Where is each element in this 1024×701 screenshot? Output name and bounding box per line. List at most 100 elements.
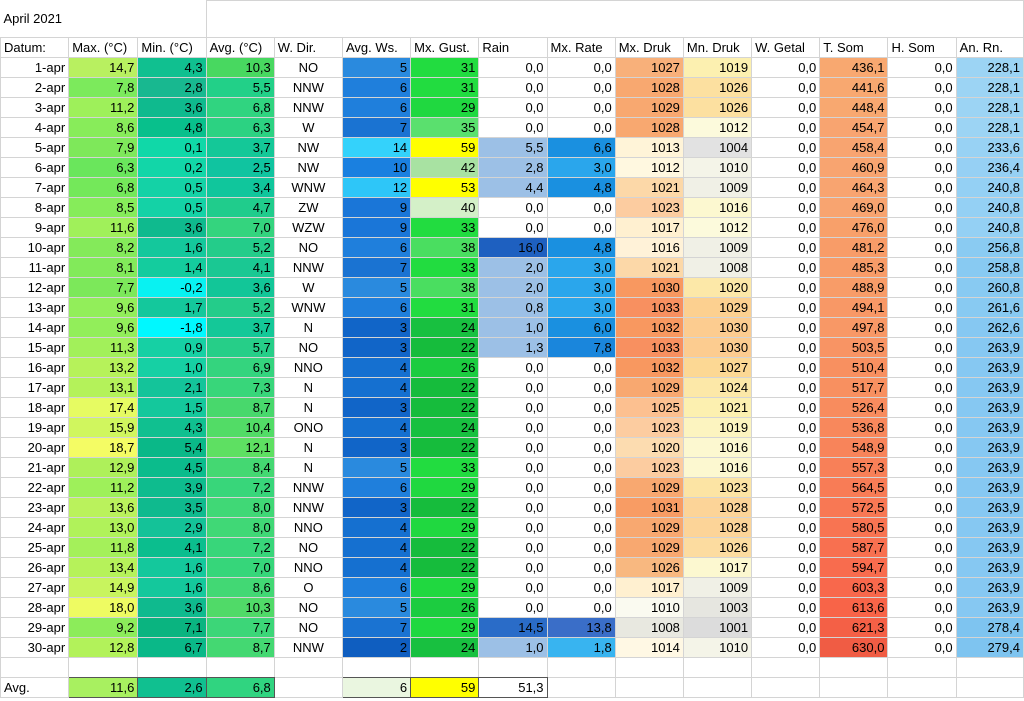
table-cell[interactable]: 18,0 <box>68 597 139 618</box>
table-cell[interactable]: 14,9 <box>68 577 139 598</box>
table-cell[interactable]: 2-apr <box>0 77 70 98</box>
table-cell[interactable]: 0,0 <box>887 117 957 138</box>
table-cell[interactable]: 580,5 <box>819 517 889 538</box>
table-cell[interactable]: 10 <box>341 157 412 178</box>
table-cell[interactable]: 38 <box>410 237 480 258</box>
table-cell[interactable]: 2,8 <box>137 77 207 98</box>
table-cell[interactable]: 0,0 <box>887 597 957 618</box>
table-cell[interactable]: 4 <box>341 377 412 398</box>
table-cell[interactable]: 0,0 <box>546 477 616 498</box>
table-cell[interactable]: 0,5 <box>137 177 207 198</box>
table-cell[interactable]: N <box>273 377 343 398</box>
table-cell[interactable]: NO <box>273 237 343 258</box>
table-cell[interactable]: 1032 <box>614 357 684 378</box>
table-cell[interactable]: 12,9 <box>68 457 139 478</box>
table-cell[interactable]: 1014 <box>614 637 684 658</box>
table-cell[interactable]: 6,8 <box>205 97 275 118</box>
table-cell[interactable]: 9 <box>341 197 412 218</box>
table-cell[interactable]: 7,1 <box>137 617 207 638</box>
table-cell[interactable]: 0,0 <box>751 117 821 138</box>
table-cell[interactable]: 2,0 <box>478 277 548 298</box>
table-cell[interactable]: 9,2 <box>68 617 139 638</box>
table-cell[interactable]: 587,7 <box>819 537 889 558</box>
table-cell[interactable]: 260,8 <box>955 277 1024 298</box>
table-cell[interactable]: 263,9 <box>955 417 1024 438</box>
table-cell[interactable]: 29 <box>410 477 480 498</box>
table-cell[interactable]: 263,9 <box>955 377 1024 398</box>
empty-cell[interactable] <box>887 657 957 678</box>
table-cell[interactable]: 0,0 <box>478 57 548 78</box>
table-cell[interactable]: 10,4 <box>205 417 275 438</box>
table-cell[interactable]: 27-apr <box>0 577 70 598</box>
table-cell[interactable]: 3,0 <box>546 297 616 318</box>
table-cell[interactable]: -0,2 <box>137 277 207 298</box>
table-cell[interactable]: 38 <box>410 277 480 298</box>
table-cell[interactable]: 3,0 <box>546 277 616 298</box>
table-cell[interactable]: 0,0 <box>478 397 548 418</box>
table-cell[interactable]: 4,3 <box>137 417 207 438</box>
table-cell[interactable]: NNW <box>273 77 343 98</box>
table-cell[interactable]: 469,0 <box>819 197 889 218</box>
table-cell[interactable]: 236,4 <box>955 157 1024 178</box>
table-cell[interactable]: 25-apr <box>0 537 70 558</box>
table-cell[interactable]: 8,7 <box>205 637 275 658</box>
table-cell[interactable]: 5 <box>341 597 412 618</box>
column-header[interactable]: Max. (°C) <box>68 37 139 58</box>
table-cell[interactable]: 42 <box>410 157 480 178</box>
table-cell[interactable]: 8,6 <box>205 577 275 598</box>
table-cell[interactable]: NW <box>273 157 343 178</box>
table-cell[interactable]: 30-apr <box>0 637 70 658</box>
table-cell[interactable]: W <box>273 117 343 138</box>
table-cell[interactable]: 1023 <box>614 417 684 438</box>
table-cell[interactable]: 557,3 <box>819 457 889 478</box>
table-cell[interactable]: 6 <box>341 297 412 318</box>
table-cell[interactable]: 5,2 <box>205 297 275 318</box>
table-cell[interactable]: 0,0 <box>546 197 616 218</box>
table-cell[interactable]: 0,0 <box>887 417 957 438</box>
table-cell[interactable]: 33 <box>410 217 480 238</box>
table-cell[interactable]: 1031 <box>614 497 684 518</box>
table-cell[interactable]: NNO <box>273 357 343 378</box>
table-cell[interactable]: 29-apr <box>0 617 70 638</box>
table-cell[interactable]: 7 <box>341 117 412 138</box>
table-cell[interactable]: 2,1 <box>137 377 207 398</box>
table-cell[interactable]: 460,9 <box>819 157 889 178</box>
table-cell[interactable]: 517,7 <box>819 377 889 398</box>
table-cell[interactable]: 0,0 <box>478 577 548 598</box>
table-cell[interactable]: 1,6 <box>137 557 207 578</box>
table-cell[interactable]: 0,0 <box>478 517 548 538</box>
table-cell[interactable]: O <box>273 577 343 598</box>
table-cell[interactable]: 1033 <box>614 297 684 318</box>
table-cell[interactable]: 8,2 <box>68 237 139 258</box>
table-cell[interactable]: 1029 <box>614 477 684 498</box>
table-cell[interactable]: 0,0 <box>751 437 821 458</box>
table-cell[interactable]: 1016 <box>682 457 753 478</box>
table-cell[interactable]: 2 <box>341 637 412 658</box>
table-cell[interactable]: 1023 <box>682 477 753 498</box>
table-cell[interactable]: 24-apr <box>0 517 70 538</box>
table-cell[interactable]: 0,0 <box>887 557 957 578</box>
table-cell[interactable]: 488,9 <box>819 277 889 298</box>
table-cell[interactable]: 6,8 <box>68 177 139 198</box>
table-cell[interactable]: 1029 <box>614 537 684 558</box>
empty-cell[interactable] <box>68 657 139 678</box>
table-cell[interactable]: 497,8 <box>819 317 889 338</box>
table-cell[interactable]: 2,8 <box>478 157 548 178</box>
table-cell[interactable]: 4 <box>341 557 412 578</box>
table-cell[interactable]: 26-apr <box>0 557 70 578</box>
column-header[interactable]: H. Som <box>887 37 957 58</box>
table-cell[interactable]: 1021 <box>614 177 684 198</box>
table-cell[interactable]: 22 <box>410 437 480 458</box>
table-cell[interactable]: 14,7 <box>68 57 139 78</box>
table-cell[interactable]: 6 <box>341 477 412 498</box>
table-cell[interactable]: 24 <box>410 417 480 438</box>
table-cell[interactable]: 35 <box>410 117 480 138</box>
table-cell[interactable]: 22 <box>410 537 480 558</box>
table-cell[interactable]: 3,0 <box>546 157 616 178</box>
table-cell[interactable]: 24 <box>410 317 480 338</box>
table-cell[interactable]: 263,9 <box>955 337 1024 358</box>
table-cell[interactable]: 0,0 <box>546 517 616 538</box>
table-cell[interactable]: 458,4 <box>819 137 889 158</box>
table-cell[interactable]: 11,3 <box>68 337 139 358</box>
table-cell[interactable]: 18,7 <box>68 437 139 458</box>
